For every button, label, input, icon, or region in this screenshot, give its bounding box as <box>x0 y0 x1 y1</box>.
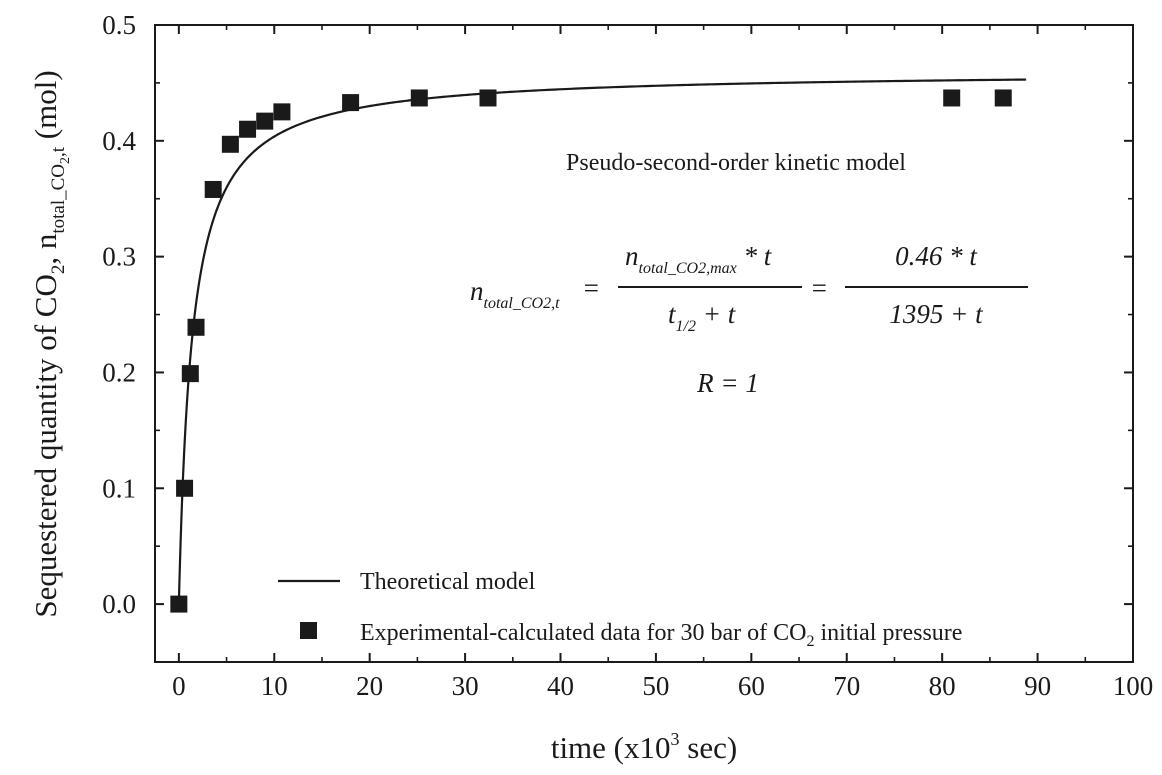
equation-equals-1: = <box>582 273 600 303</box>
x-tick-label: 60 <box>738 671 765 701</box>
x-tick-label: 70 <box>833 671 860 701</box>
axis-ticks <box>155 24 1134 663</box>
experimental-point <box>342 94 360 112</box>
experimental-points <box>170 89 1012 613</box>
legend-square-swatch <box>300 622 317 639</box>
experimental-point <box>994 89 1012 107</box>
experimental-point <box>176 479 194 497</box>
fraction1-numerator: ntotal_CO2,max * t <box>625 241 773 277</box>
legend: Theoretical model Experimental-calculate… <box>278 569 962 650</box>
x-tick-label: 90 <box>1024 671 1051 701</box>
x-tick-label: 80 <box>929 671 956 701</box>
y-tick-label: 0.4 <box>102 126 136 156</box>
fraction2-numerator: 0.46 * t <box>895 241 978 271</box>
experimental-point <box>239 120 257 138</box>
x-tick-label: 30 <box>452 671 479 701</box>
plot-frame <box>154 24 1134 663</box>
x-tick-label: 20 <box>356 671 383 701</box>
experimental-point <box>187 318 205 336</box>
y-tick-label: 0.5 <box>102 10 136 40</box>
experimental-point <box>181 365 199 383</box>
x-tick-label: 100 <box>1113 671 1154 701</box>
legend-label-theoretical: Theoretical model <box>360 569 536 595</box>
kinetic-equation: ntotal_CO2,t = ntotal_CO2,max * t t1/2 +… <box>470 241 1028 335</box>
x-tick-labels: 0 10 20 30 40 50 60 70 80 90 100 <box>172 671 1153 701</box>
model-name-annotation: Pseudo-second-order kinetic model <box>566 150 906 176</box>
x-tick-label: 10 <box>261 671 288 701</box>
y-axis-title: Sequestered quantity of CO2, ntotal_CO2,… <box>28 70 73 617</box>
y-tick-label: 0.0 <box>102 589 136 619</box>
x-tick-label: 40 <box>547 671 574 701</box>
fraction1-denominator: t1/2 + t <box>668 299 737 335</box>
fraction2-denominator: 1395 + t <box>889 299 984 329</box>
y-tick-label: 0.3 <box>102 242 136 272</box>
experimental-point <box>479 89 497 107</box>
x-tick-label: 50 <box>642 671 669 701</box>
equation-lhs: ntotal_CO2,t <box>470 276 560 312</box>
legend-label-experimental: Experimental-calculated data for 30 bar … <box>360 620 962 650</box>
equation-equals-2: = <box>810 273 828 303</box>
experimental-point <box>256 112 274 130</box>
y-tick-label: 0.1 <box>102 473 136 503</box>
r-value-annotation: R = 1 <box>696 368 759 398</box>
x-axis-title: time (x103 sec) <box>551 729 737 765</box>
experimental-point <box>221 135 239 153</box>
experimental-point <box>170 595 188 613</box>
x-tick-label: 0 <box>172 671 186 701</box>
experimental-point <box>273 103 291 121</box>
theoretical-model-line <box>177 78 1027 605</box>
experimental-point <box>943 89 961 107</box>
experimental-point <box>410 89 428 107</box>
experimental-point <box>204 180 222 198</box>
y-tick-label: 0.2 <box>102 357 136 387</box>
y-tick-labels: 0.0 0.1 0.2 0.3 0.4 0.5 <box>102 10 136 619</box>
